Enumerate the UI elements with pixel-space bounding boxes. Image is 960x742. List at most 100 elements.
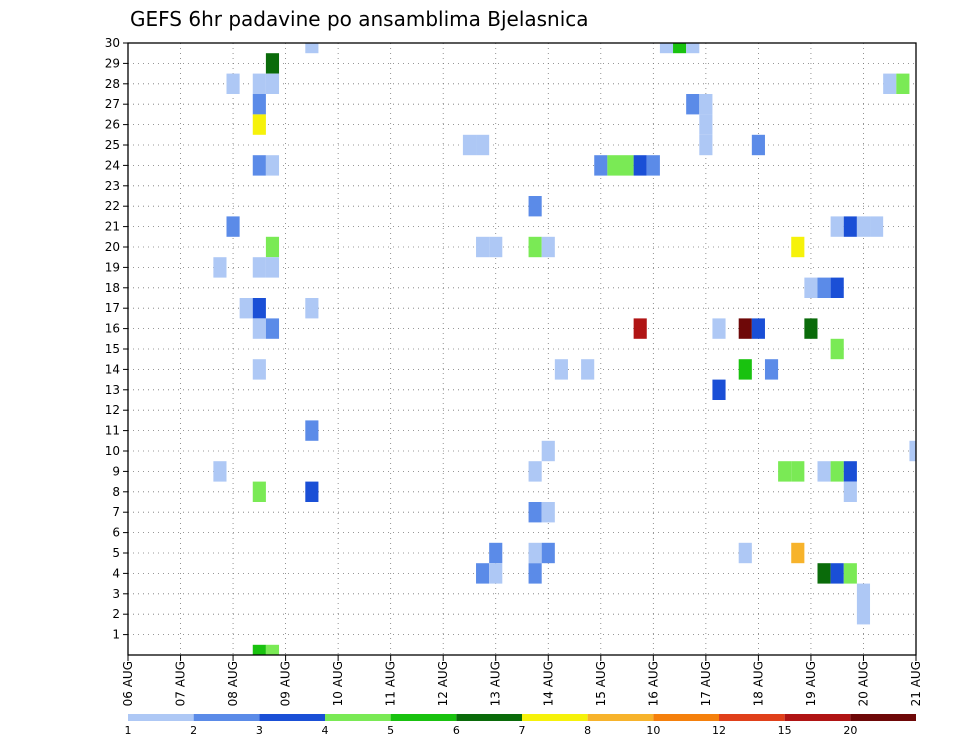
colorbar-label: 2: [190, 724, 197, 737]
precip-cell: [830, 563, 844, 584]
precip-cell: [633, 155, 647, 176]
colorbar-label: 1: [125, 724, 132, 737]
precip-cell: [856, 216, 871, 237]
x-tick-label: 09 AUG: [279, 661, 293, 706]
precip-cell: [252, 73, 266, 94]
precip-cell: [909, 440, 916, 462]
y-tick-label: 22: [105, 199, 120, 213]
y-tick-label: 30: [105, 36, 120, 50]
y-tick-label: 5: [112, 546, 120, 560]
y-tick-label: 1: [112, 628, 120, 642]
precip-cell: [764, 359, 779, 380]
colorbar-label: 10: [646, 724, 660, 737]
precip-cell: [265, 73, 280, 94]
precip-cell: [305, 481, 319, 502]
precip-cell: [541, 236, 555, 258]
x-tick-label: 15 AUG: [594, 661, 608, 706]
colorbar-swatch: [128, 714, 194, 721]
precip-cell: [646, 155, 660, 176]
x-tick-label: 11 AUG: [384, 661, 398, 706]
y-tick-label: 7: [112, 505, 120, 519]
x-tick-label: 19 AUG: [804, 661, 818, 706]
precip-cell: [686, 94, 700, 115]
precip-cell: [528, 196, 542, 217]
precip-cell: [791, 461, 805, 482]
precip-cell: [489, 542, 503, 564]
precip-cell: [843, 481, 857, 502]
precip-cell: [265, 257, 280, 278]
precip-cell: [305, 420, 319, 441]
x-tick-label: 13 AUG: [489, 661, 503, 706]
y-tick-label: 29: [105, 56, 120, 70]
precip-cell: [699, 134, 713, 156]
colorbar-swatch: [325, 714, 391, 721]
colorbar-label: 7: [519, 724, 526, 737]
precip-cell: [541, 440, 555, 462]
precip-cell: [239, 298, 253, 319]
precip-cell: [594, 155, 608, 176]
precip-cell: [830, 277, 844, 298]
x-tick-label: 12 AUG: [436, 661, 450, 706]
colorbar-label: 4: [322, 724, 329, 737]
y-tick-label: 3: [112, 587, 120, 601]
precip-cell: [252, 481, 266, 502]
precip-cell: [791, 236, 805, 258]
y-tick-label: 11: [105, 424, 120, 438]
precip-cell: [476, 563, 490, 584]
precip-cell: [830, 216, 844, 237]
y-tick-label: 8: [112, 485, 120, 499]
precip-cell: [305, 43, 319, 54]
precip-cell: [870, 216, 884, 237]
y-tick-label: 12: [105, 403, 120, 417]
y-tick-label: 4: [112, 566, 120, 580]
precip-cell: [791, 542, 805, 564]
precip-cell: [252, 359, 266, 380]
precip-cell: [633, 318, 647, 339]
x-tick-label: 21 AUG: [909, 661, 923, 706]
colorbar-swatch: [719, 714, 785, 721]
precip-cell: [554, 359, 568, 380]
colorbar-label: 15: [778, 724, 792, 737]
precip-cell: [213, 257, 227, 278]
precip-cell: [817, 277, 831, 298]
chart-title: GEFS 6hr padavine po ansamblima Bjelasni…: [130, 7, 589, 31]
precip-cell: [226, 216, 240, 237]
precip-cell: [830, 338, 844, 360]
y-tick-label: 19: [105, 260, 120, 274]
x-tick-label: 16 AUG: [646, 661, 660, 706]
colorbar-swatch: [456, 714, 522, 721]
y-tick-label: 27: [105, 97, 120, 111]
precip-cell: [699, 114, 713, 135]
precip-cell: [738, 542, 752, 564]
y-tick-label: 9: [112, 464, 120, 478]
precip-cell: [883, 73, 897, 94]
y-tick-label: 16: [105, 322, 120, 336]
y-tick-label: 2: [112, 607, 120, 621]
x-tick-label: 18 AUG: [751, 661, 765, 706]
y-tick-label: 24: [105, 158, 120, 172]
x-tick-label: 10 AUG: [331, 661, 345, 706]
y-tick-label: 21: [105, 220, 120, 234]
colorbar-swatch: [784, 714, 851, 721]
colorbar-label: 3: [256, 724, 263, 737]
precip-cell: [252, 94, 266, 115]
y-tick-label: 25: [105, 138, 120, 152]
colorbar: 1 2 3 4 5 6 7 8 10 12 15 20: [125, 714, 916, 737]
precip-cell: [581, 359, 595, 380]
precip-cell: [528, 502, 542, 523]
precip-cell: [252, 155, 266, 176]
precip-cell: [856, 604, 871, 625]
x-tick-label: 14 AUG: [541, 661, 555, 706]
precip-cell: [738, 359, 752, 380]
colorbar-label: 12: [712, 724, 726, 737]
precip-cell: [817, 563, 831, 584]
colorbar-swatch: [259, 714, 325, 721]
y-tick-label: 18: [105, 281, 120, 295]
colorbar-label: 5: [387, 724, 394, 737]
data-cells: [213, 43, 916, 655]
y-tick-label: 15: [105, 342, 120, 356]
y-tick-label: 17: [105, 301, 120, 315]
colorbar-swatch: [193, 714, 260, 721]
y-tick-label: 28: [105, 77, 120, 91]
precip-cell: [252, 114, 266, 135]
